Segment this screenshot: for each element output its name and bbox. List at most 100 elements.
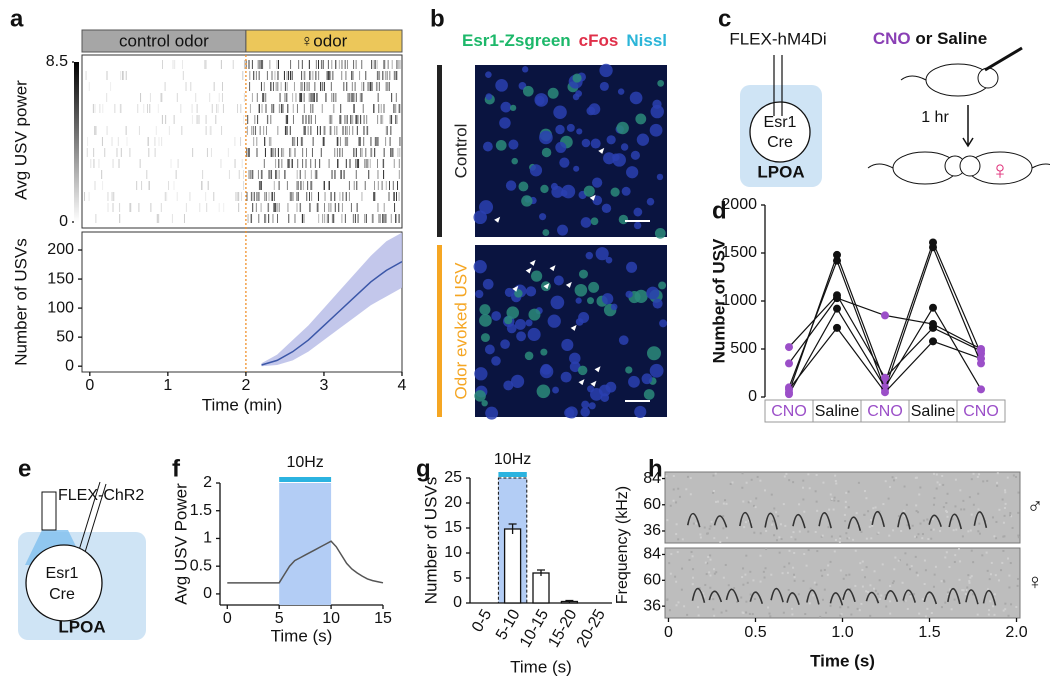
x-tick-label: 1: [163, 377, 172, 394]
noise: [969, 576, 972, 579]
noise: [996, 472, 999, 475]
sex-symbol: ♀: [1027, 569, 1044, 594]
noise: [923, 559, 926, 562]
noise: [691, 583, 694, 586]
cell: [541, 147, 552, 158]
noise: [712, 491, 715, 494]
cell: [575, 90, 582, 98]
x-tick-label: 0: [85, 377, 94, 394]
noise: [860, 602, 863, 605]
condition-bar: [245, 29, 403, 53]
panel-letter: a: [10, 5, 24, 32]
call: [829, 592, 844, 606]
cell: [527, 327, 541, 341]
tail: [1031, 163, 1050, 169]
noise: [953, 598, 956, 601]
noise: [1015, 606, 1018, 609]
noise: [834, 479, 837, 482]
noise: [898, 559, 901, 562]
noise: [924, 615, 927, 618]
noise: [708, 527, 711, 530]
cell: [504, 316, 513, 325]
noise: [833, 496, 836, 499]
noise: [861, 568, 864, 571]
noise: [754, 506, 757, 509]
noise: [968, 581, 971, 584]
noise: [722, 527, 725, 530]
cell: [599, 63, 613, 78]
cell: [621, 186, 631, 196]
y-tick-label: 84: [643, 470, 661, 487]
noise: [921, 533, 924, 536]
cell: [656, 173, 664, 181]
noise: [996, 481, 999, 484]
raster-frame: [81, 54, 403, 229]
noise: [686, 613, 689, 616]
noise: [1002, 549, 1005, 552]
noise: [670, 553, 673, 556]
cell: [485, 71, 492, 78]
noise: [834, 538, 837, 541]
noise: [971, 593, 974, 596]
call: [865, 591, 880, 604]
cell: [601, 203, 612, 214]
noise: [865, 590, 868, 593]
cell: [652, 298, 663, 309]
construct: FLEX-hM4Di: [729, 29, 826, 48]
noise: [745, 481, 748, 484]
cell-body: [25, 544, 103, 622]
noise: [846, 537, 849, 540]
noise: [893, 568, 896, 571]
noise: [850, 613, 853, 616]
y-tick-label: 5: [453, 569, 462, 586]
noise: [812, 594, 815, 597]
cell: [576, 128, 583, 135]
noise: [962, 499, 965, 502]
noise: [703, 526, 706, 529]
noise: [845, 574, 848, 577]
noise: [685, 488, 688, 491]
data-line: [227, 540, 384, 584]
arrowhead: [590, 380, 597, 387]
noise: [941, 474, 944, 477]
noise: [1007, 614, 1010, 617]
cell: [577, 365, 588, 376]
x-tick-label: 2: [241, 377, 250, 394]
cell: [522, 85, 534, 97]
noise: [859, 562, 862, 565]
cell-line: Cre: [767, 134, 793, 151]
cell: [536, 384, 551, 399]
noise: [921, 598, 924, 601]
stimulus-label: 10Hz: [494, 451, 531, 468]
noise: [666, 598, 669, 601]
noise: [946, 591, 949, 594]
y-tick-label: 0: [203, 585, 212, 602]
cell: [633, 221, 642, 230]
noise: [914, 555, 917, 558]
noise: [1017, 511, 1020, 514]
error-bar: [565, 599, 574, 603]
cell: [550, 182, 559, 191]
noise: [712, 568, 715, 571]
treatment-label: or Saline: [911, 29, 988, 48]
noise: [840, 613, 843, 616]
noise: [720, 611, 723, 614]
cell: [500, 339, 510, 350]
noise: [698, 587, 701, 590]
cell: [540, 348, 548, 356]
noise: [756, 475, 759, 478]
noise: [707, 555, 710, 558]
row-bar: [437, 245, 442, 417]
noise: [845, 532, 848, 535]
cell: [552, 386, 559, 394]
noise: [874, 506, 877, 509]
cell: [606, 135, 616, 145]
noise: [949, 588, 952, 591]
x-tick-label: Saline: [911, 403, 956, 420]
arrowhead: [494, 216, 501, 223]
noise: [823, 568, 826, 571]
noise: [788, 479, 791, 482]
noise: [753, 597, 756, 600]
stain-legend: Esr1-Zsgreen cFos Nissl: [462, 31, 667, 50]
cell: [500, 101, 512, 113]
